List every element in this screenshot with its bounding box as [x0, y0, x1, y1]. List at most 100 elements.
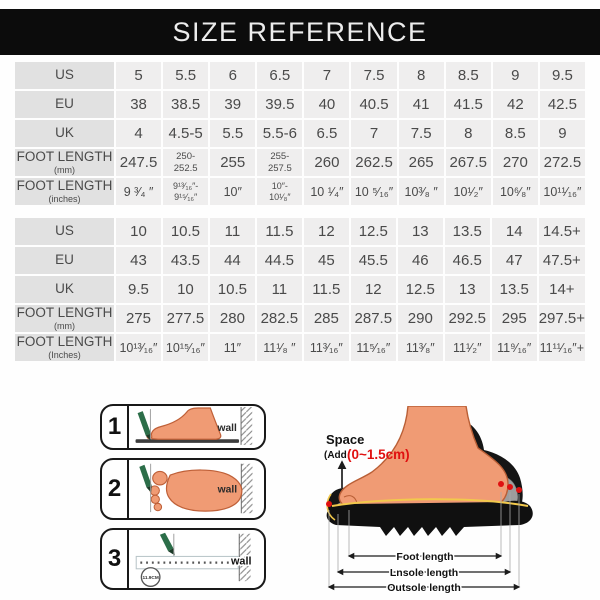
guide-lines — [328, 492, 520, 587]
heel-marker-dot — [498, 481, 504, 487]
size-cell: 272.5 — [539, 149, 585, 176]
row-header: EU — [15, 91, 114, 118]
row-header-label: US — [55, 223, 74, 239]
size-cell: 43.5 — [162, 247, 208, 274]
size-cell: 38.5 — [163, 91, 209, 118]
pencil-tip-icon — [168, 548, 175, 556]
size-cell: 275 — [116, 305, 161, 332]
row-header: FOOT LENGTH (inches) — [15, 178, 114, 205]
size-cell: 11³⁄₁₆″ — [303, 334, 349, 361]
row-header: FOOT LENGTH (mm) — [15, 305, 114, 332]
size-cell: 10.5 — [209, 276, 255, 303]
pencil-tip-icon — [145, 433, 151, 441]
size-cell: 12.5 — [350, 218, 396, 245]
size-cell: 10 — [162, 276, 208, 303]
size-cell: 46.5 — [444, 247, 490, 274]
space-add-label: (Add — [324, 450, 347, 461]
size-cell: 8.5 — [492, 120, 538, 147]
size-cell: 7 — [351, 120, 397, 147]
size-cell: 14 — [491, 218, 537, 245]
outsole-length-label: Outsole length — [387, 582, 461, 594]
size-cell: 10⁶⁄₈″ — [492, 178, 538, 205]
row-header: FOOT LENGTH (Inches) — [15, 334, 114, 361]
row-header-label: FOOT LENGTH — [16, 334, 113, 350]
step-1-illustration: wall — [135, 407, 253, 445]
size-cell: 10¹¹⁄₁₆″ — [539, 178, 585, 205]
row-header-label: EU — [55, 96, 74, 112]
floor-board — [135, 439, 240, 443]
foot-top-icon — [165, 469, 243, 512]
size-cell: 6 — [210, 62, 256, 89]
toe-icon — [153, 502, 163, 512]
row-header-unit: (mm) — [54, 164, 75, 175]
size-cell: 44 — [209, 247, 255, 274]
row-header: EU — [15, 247, 114, 274]
size-cell: 11¹⁄₈ ″ — [256, 334, 302, 361]
size-cell: 7 — [304, 62, 350, 89]
step-number-3: 3 — [102, 530, 129, 588]
size-cell: 7.5 — [398, 120, 444, 147]
size-cell: 270 — [492, 149, 538, 176]
size-cell: 292.5 — [444, 305, 490, 332]
size-cell: 11⁹⁄₁₆″ — [491, 334, 537, 361]
size-cell: 5 — [116, 62, 162, 89]
size-cell: 250- 252.5 — [163, 149, 209, 176]
row-header-unit: (Inches) — [48, 349, 81, 360]
size-cell: 10¹⁵⁄₁₆″ — [162, 334, 208, 361]
size-cell: 10 — [116, 218, 161, 245]
size-cell: 297.5+ — [538, 305, 585, 332]
shoe-fit-diagram: Space (Add (0~1.5cm) Foot length Lnsole … — [323, 406, 595, 598]
page-title: SIZE REFERENCE — [172, 16, 428, 47]
shoe-diagram-illustration: Space (Add (0~1.5cm) Foot length Lnsole … — [324, 406, 533, 595]
size-cell: 285 — [303, 305, 349, 332]
step-panel-3: 3 11.9CM wall — [100, 528, 266, 590]
size-cell: 13 — [397, 218, 443, 245]
row-header-label: EU — [55, 252, 74, 268]
toe-marker-dot — [326, 501, 332, 507]
step-number-2: 2 — [102, 460, 129, 518]
size-cell: 10″ — [210, 178, 256, 205]
size-cell: 11 — [209, 218, 255, 245]
measure-note: 11.9CM — [142, 575, 158, 581]
size-cell: 5.5 — [210, 120, 256, 147]
row-header: UK — [15, 276, 114, 303]
size-cell: 4 — [116, 120, 162, 147]
measure-note-circle — [140, 567, 161, 587]
size-cell: 12 — [350, 276, 396, 303]
size-cell: 265 — [398, 149, 444, 176]
size-cell: 255- 257.5 — [257, 149, 303, 176]
size-table-1: US 5 5.5 6 6.5 7 7.5 8 8.5 9 9.5 EU 38 38.5 39 39.5 40 40… — [15, 62, 585, 205]
size-cell: 262.5 — [351, 149, 397, 176]
size-cell: 4.5-5 — [163, 120, 209, 147]
size-cell: 47 — [491, 247, 537, 274]
size-cell: 10.5 — [162, 218, 208, 245]
step-number-1: 1 — [102, 406, 129, 448]
size-cell: 42 — [492, 91, 538, 118]
size-cell: 255 — [210, 149, 256, 176]
size-cell: 41 — [398, 91, 444, 118]
size-cell: 7.5 — [351, 62, 397, 89]
size-cell: 282.5 — [256, 305, 302, 332]
size-cell: 43 — [116, 247, 161, 274]
wall-hatch — [239, 533, 251, 582]
row-header-label: UK — [55, 125, 74, 141]
size-cell: 11⁵⁄₁₆″ — [350, 334, 396, 361]
size-cell: 12 — [303, 218, 349, 245]
row-header-unit: (mm) — [54, 320, 75, 331]
size-cell: 277.5 — [162, 305, 208, 332]
size-cell: 5.5 — [163, 62, 209, 89]
heel-marker-dot — [516, 487, 522, 493]
step-panel-2: 2 wall — [100, 458, 266, 520]
size-cell: 14.5+ — [538, 218, 585, 245]
row-header-label: FOOT LENGTH — [16, 149, 113, 165]
pencil-icon — [139, 464, 152, 488]
title-banner: SIZE REFERENCE — [0, 9, 600, 55]
size-cell: 10 ¹⁄₄″ — [304, 178, 350, 205]
size-cell: 9.5 — [539, 62, 585, 89]
step-2-illustration: wall — [139, 463, 253, 514]
size-cell: 45.5 — [350, 247, 396, 274]
size-cell: 40 — [304, 91, 350, 118]
row-header: US — [15, 218, 114, 245]
row-header: US — [15, 62, 114, 89]
row-header: UK — [15, 120, 114, 147]
